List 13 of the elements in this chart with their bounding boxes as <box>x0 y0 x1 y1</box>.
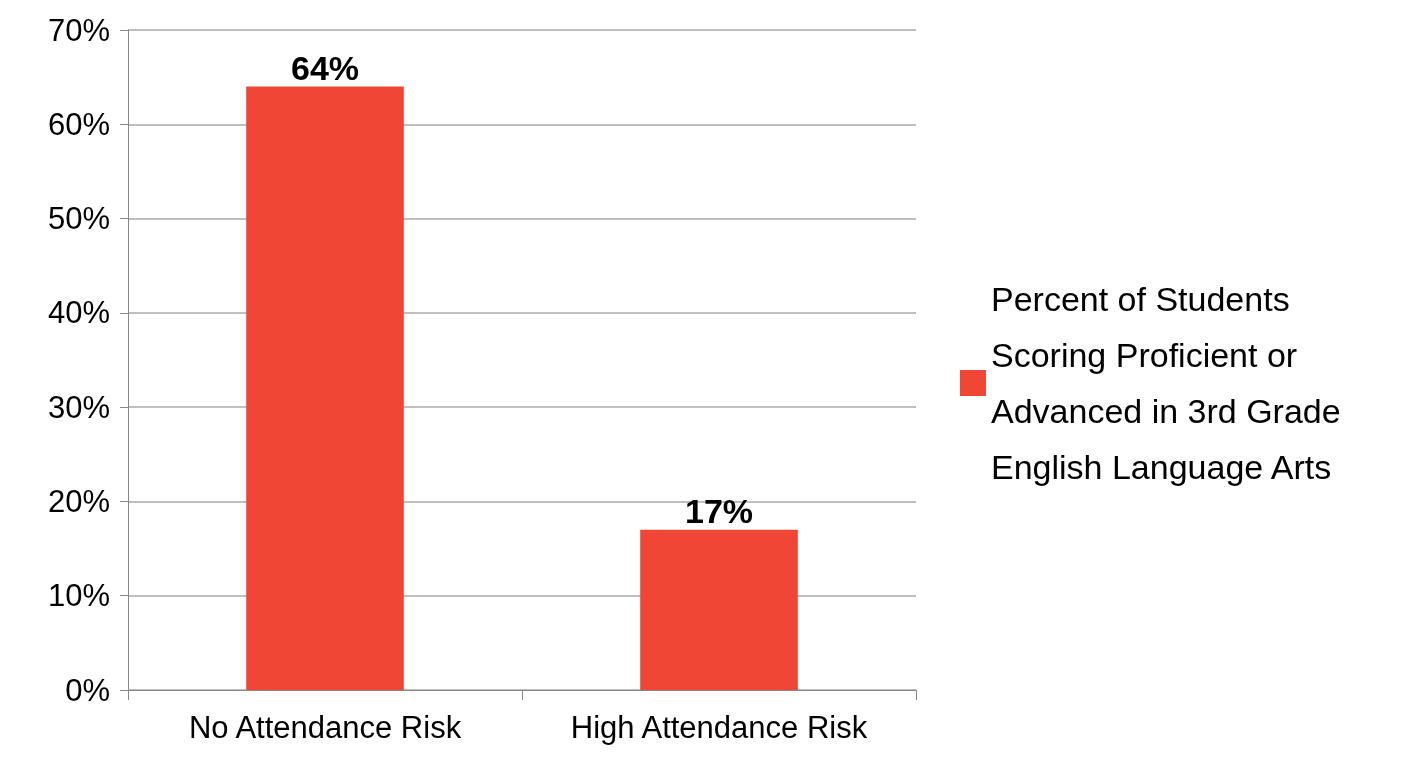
legend-label: Percent of Students Scoring Proficient or Advanced in 3rd Grade English Language Arts <box>991 280 1351 486</box>
y-tick-label: 70% <box>47 12 110 48</box>
y-tick-label: 10% <box>47 578 110 614</box>
y-tick-label: 60% <box>47 106 110 142</box>
x-tick-label: No Attendance Risk <box>188 710 462 745</box>
y-tick-label: 50% <box>47 201 110 237</box>
y-tick-label: 20% <box>47 483 110 519</box>
y-tick-label: 0% <box>65 672 110 708</box>
x-tick-label: High Attendance Risk <box>570 710 868 745</box>
data-label: 17% <box>684 491 754 530</box>
y-tick-label: 30% <box>47 389 110 425</box>
data-label: 64% <box>290 48 360 87</box>
y-tick-label: 40% <box>47 295 110 331</box>
